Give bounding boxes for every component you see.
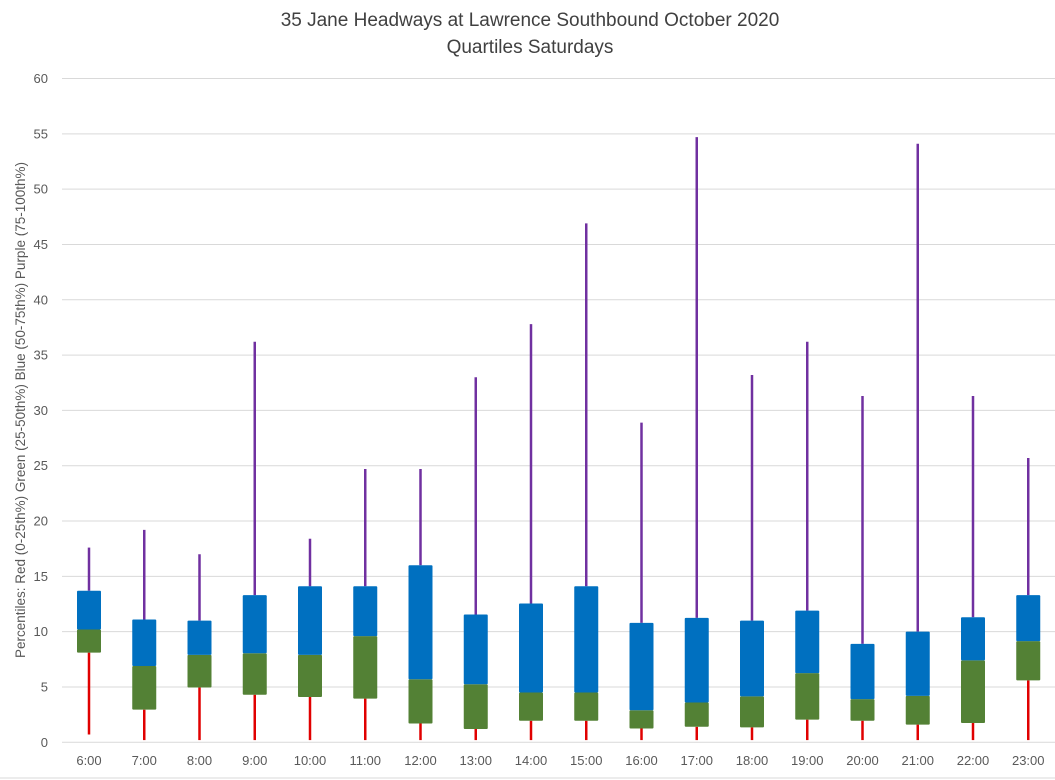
x-tick-label: 16:00 bbox=[625, 753, 658, 768]
box-upper-quartile bbox=[242, 595, 267, 654]
x-tick-label: 11:00 bbox=[349, 753, 381, 768]
y-tick-label: 0 bbox=[41, 735, 48, 750]
box-1700 bbox=[684, 137, 709, 741]
x-tick-label: 8:00 bbox=[187, 753, 212, 768]
y-tick-label: 5 bbox=[41, 679, 48, 694]
x-tick-label: 6:00 bbox=[76, 753, 101, 768]
box-lower-quartile bbox=[684, 702, 709, 727]
box-upper-quartile bbox=[463, 614, 488, 685]
chart-subtitle: Quartiles Saturdays bbox=[447, 37, 614, 58]
x-tick-label: 23:00 bbox=[1012, 753, 1045, 768]
gridlines bbox=[62, 78, 1055, 743]
box-600 bbox=[77, 547, 101, 735]
box-800 bbox=[187, 554, 212, 741]
box-lower-quartile bbox=[795, 673, 820, 720]
box-1400 bbox=[519, 324, 543, 741]
box-upper-quartile bbox=[353, 586, 378, 637]
box-upper-quartile bbox=[132, 619, 157, 666]
x-tick-label: 10:00 bbox=[294, 753, 327, 768]
box-lower-quartile bbox=[961, 660, 985, 723]
box-lower-quartile bbox=[905, 695, 930, 725]
x-tick-label: 18:00 bbox=[736, 753, 769, 768]
box-upper-quartile bbox=[519, 603, 543, 693]
x-tick-label: 20:00 bbox=[846, 753, 879, 768]
y-tick-label: 30 bbox=[34, 403, 48, 418]
box-1300 bbox=[463, 377, 488, 741]
box-lower-quartile bbox=[463, 684, 488, 730]
x-tick-label: 19:00 bbox=[791, 753, 824, 768]
box-upper-quartile bbox=[77, 590, 101, 630]
box-upper-quartile bbox=[961, 617, 985, 661]
box-upper-quartile bbox=[574, 586, 599, 693]
box-1600 bbox=[629, 422, 654, 741]
box-lower-quartile bbox=[1016, 641, 1041, 681]
y-tick-label: 35 bbox=[34, 348, 48, 363]
y-tick-label: 10 bbox=[34, 624, 48, 639]
boxes bbox=[77, 137, 1041, 741]
box-upper-quartile bbox=[684, 617, 709, 703]
y-tick-label: 50 bbox=[34, 182, 48, 197]
box-900 bbox=[242, 341, 267, 741]
box-2100 bbox=[905, 143, 930, 741]
box-upper-quartile bbox=[740, 620, 764, 697]
box-lower-quartile bbox=[519, 692, 543, 721]
box-2200 bbox=[961, 396, 985, 741]
box-upper-quartile bbox=[850, 643, 875, 700]
box-lower-quartile bbox=[298, 654, 322, 697]
chart-title: 35 Jane Headways at Lawrence Southbound … bbox=[281, 10, 780, 31]
box-upper-quartile bbox=[795, 610, 820, 674]
box-1800 bbox=[740, 374, 764, 741]
y-tick-label: 20 bbox=[34, 514, 48, 529]
box-1000 bbox=[298, 538, 322, 741]
box-2300 bbox=[1016, 457, 1041, 741]
x-tick-label: 21:00 bbox=[901, 753, 934, 768]
y-tick-label: 40 bbox=[34, 292, 48, 307]
box-upper-quartile bbox=[905, 631, 930, 696]
y-tick-label: 55 bbox=[34, 126, 48, 141]
box-700 bbox=[132, 529, 157, 741]
box-lower-quartile bbox=[187, 654, 212, 688]
box-2000 bbox=[850, 396, 875, 741]
x-axis-ticks: 6:00 7:00 8:00 9:00 10:00 11:00 12:00 13:00 14:0… bbox=[76, 753, 1044, 768]
box-lower-quartile bbox=[132, 665, 157, 710]
box-lower-quartile bbox=[740, 696, 764, 728]
box-upper-quartile bbox=[298, 586, 322, 655]
y-tick-label: 45 bbox=[34, 237, 48, 252]
y-tick-label: 25 bbox=[34, 458, 48, 473]
box-upper-quartile bbox=[629, 622, 654, 711]
box-lower-quartile bbox=[353, 636, 378, 699]
x-tick-label: 14:00 bbox=[515, 753, 548, 768]
box-upper-quartile bbox=[1016, 595, 1041, 642]
x-tick-label: 13:00 bbox=[459, 753, 492, 768]
box-upper-quartile bbox=[408, 565, 433, 680]
x-tick-label: 15:00 bbox=[570, 753, 603, 768]
box-1500 bbox=[574, 223, 599, 741]
box-lower-quartile bbox=[850, 699, 875, 721]
y-axis-ticks: 0 5 10 15 20 25 30 35 40 45 50 55 60 bbox=[34, 71, 48, 750]
box-lower-quartile bbox=[574, 692, 599, 721]
x-tick-label: 12:00 bbox=[404, 753, 437, 768]
x-tick-label: 7:00 bbox=[132, 753, 157, 768]
x-tick-label: 17:00 bbox=[680, 753, 713, 768]
box-lower-quartile bbox=[408, 679, 433, 724]
box-1900 bbox=[795, 341, 820, 741]
x-tick-label: 9:00 bbox=[242, 753, 267, 768]
box-1100 bbox=[353, 469, 378, 741]
y-tick-label: 60 bbox=[34, 71, 48, 86]
y-tick-label: 15 bbox=[34, 569, 48, 584]
x-tick-label: 22:00 bbox=[957, 753, 990, 768]
y-axis-label: Percentiles: Red (0-25th%) Green (25-50t… bbox=[13, 162, 28, 658]
box-lower-quartile bbox=[77, 629, 101, 653]
box-lower-quartile bbox=[242, 653, 267, 695]
box-upper-quartile bbox=[187, 620, 212, 655]
box-lower-quartile bbox=[629, 710, 654, 729]
box-1200 bbox=[408, 469, 433, 741]
